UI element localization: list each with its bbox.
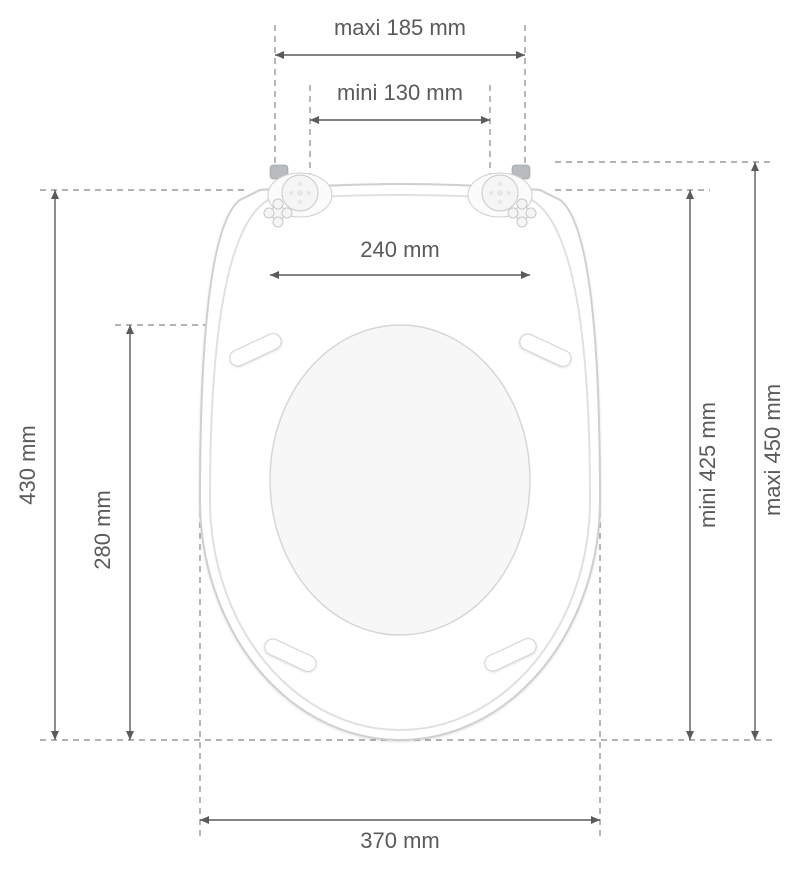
label-right-min: mini 425 mm: [695, 402, 720, 528]
seat-inner-oval: [270, 325, 530, 635]
seat-group: [200, 184, 600, 740]
dimension-drawing: maxi 185 mm mini 130 mm 240 mm 370 mm 43…: [0, 0, 800, 881]
label-hinge-min: mini 130 mm: [337, 80, 463, 105]
label-inner-width: 240 mm: [360, 237, 439, 262]
label-right-max: maxi 450 mm: [760, 384, 785, 516]
label-hinge-max: maxi 185 mm: [334, 15, 466, 40]
label-left-280: 280 mm: [90, 490, 115, 569]
label-left-430: 430 mm: [15, 425, 40, 504]
label-outer-width: 370 mm: [360, 828, 439, 853]
